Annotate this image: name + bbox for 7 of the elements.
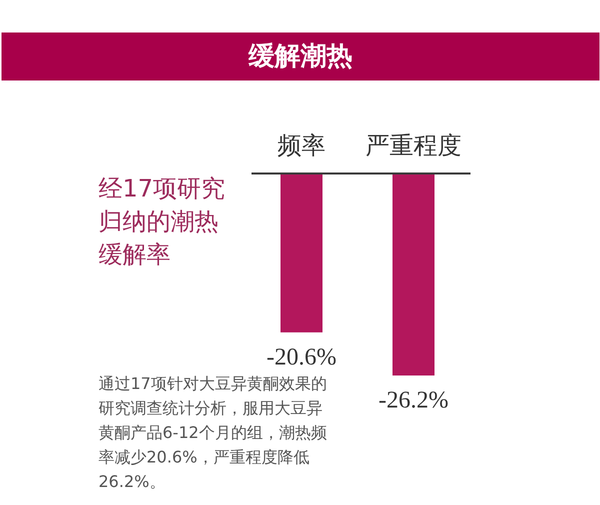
annotation: 通过17项针对大豆异黄酮效果的研究调查统计分析，服用大豆异黄酮产品6-12个月的组，潮热频率减少20.6%，严重程度降低26.2%。 <box>98 374 327 491</box>
x-tick-label: 频率 <box>278 132 326 160</box>
chart-title: 缓解潮热 <box>248 42 352 72</box>
x-tick-label: 严重程度 <box>366 132 462 160</box>
data-label: -20.6% <box>266 344 336 370</box>
data-label: -26.2% <box>378 388 448 414</box>
text: 经17项研究归纳的潮热缓解率 <box>98 174 226 268</box>
